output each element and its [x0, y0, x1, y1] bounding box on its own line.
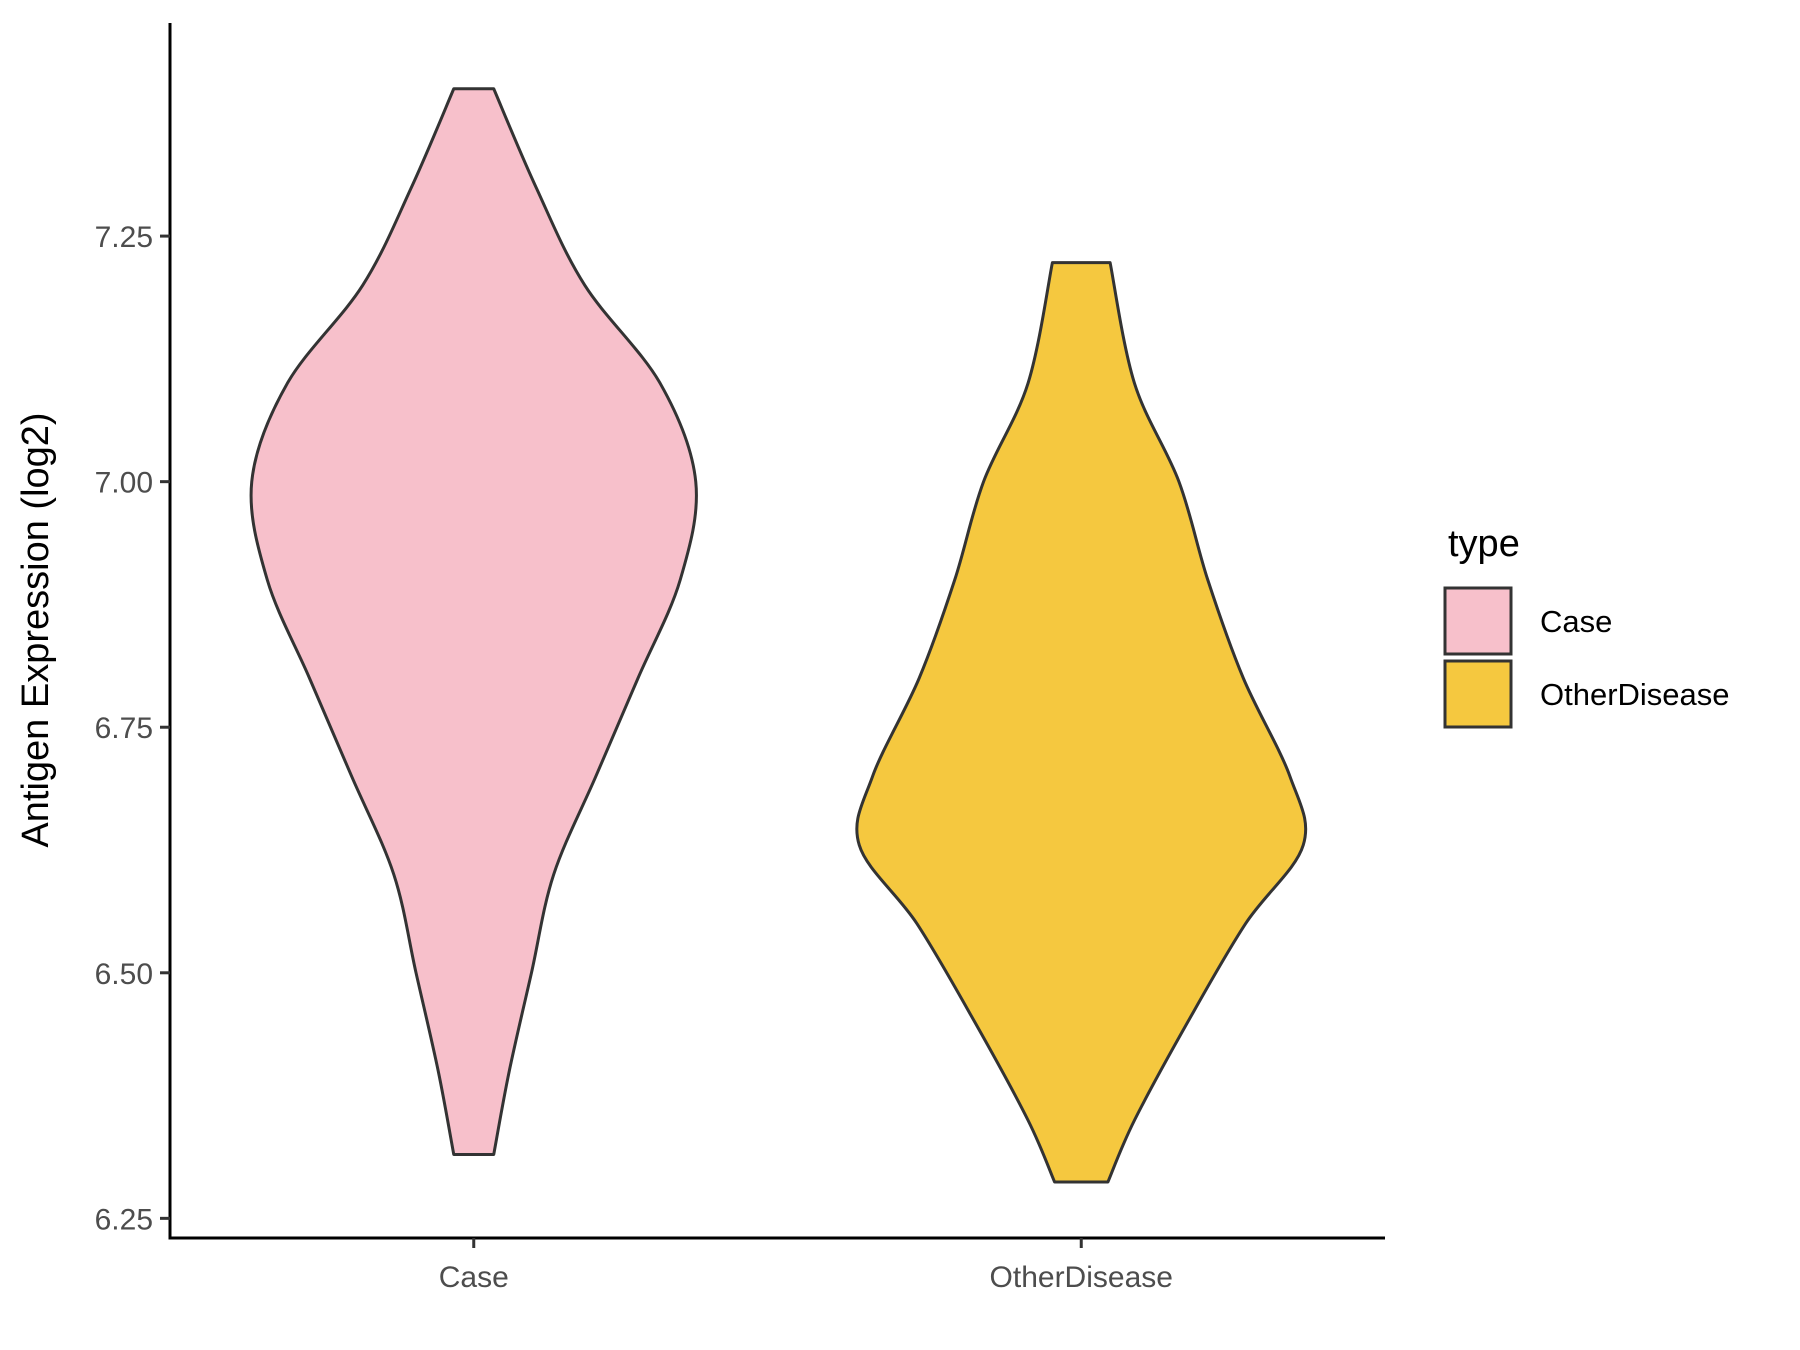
- x-tick-label: Case: [439, 1261, 509, 1294]
- y-tick-label: 6.25: [95, 1203, 153, 1236]
- y-tick-label: 6.50: [95, 958, 153, 991]
- legend-label: OtherDisease: [1540, 677, 1730, 712]
- y-tick-label: 7.25: [95, 221, 153, 254]
- y-tick-label: 6.75: [95, 712, 153, 745]
- legend-label: Case: [1540, 604, 1612, 639]
- legend-title: type: [1448, 523, 1520, 565]
- legend-swatch: [1443, 659, 1513, 729]
- y-tick-label: 7.00: [95, 467, 153, 500]
- x-ticks: Case OtherDisease: [439, 1238, 1173, 1294]
- legend-items: Case OtherDisease: [1443, 586, 1730, 729]
- legend: type Case OtherDisease: [1443, 523, 1730, 729]
- x-tick-label: OtherDisease: [990, 1261, 1173, 1294]
- y-ticks: 6.25 6.50 6.75 7.00 7.25: [95, 221, 170, 1236]
- violins-layer: [249, 87, 1308, 1184]
- y-axis-title: Antigen Expression (log2): [15, 412, 57, 847]
- violin-case: [249, 87, 698, 1157]
- violin-otherdisease: [855, 261, 1308, 1184]
- axes-layer: [168, 23, 1385, 1240]
- legend-swatch: [1443, 586, 1513, 656]
